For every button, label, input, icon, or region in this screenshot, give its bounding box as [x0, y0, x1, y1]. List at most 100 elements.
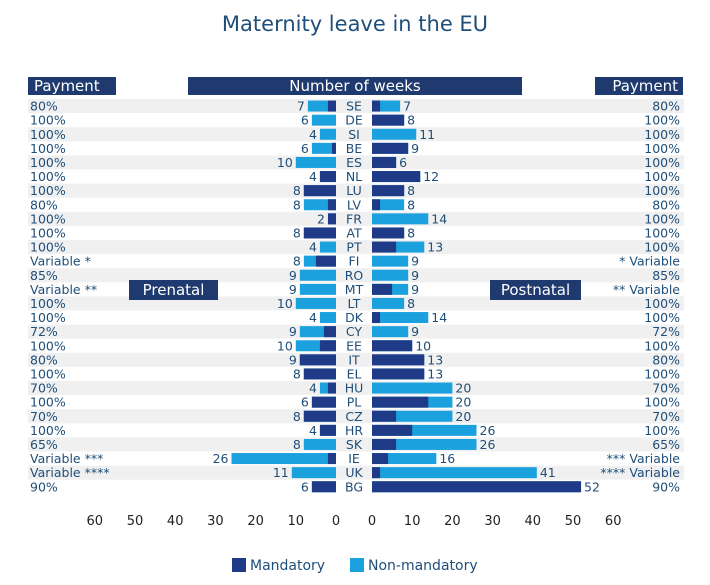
prenatal-mandatory-bar-bg: [311, 481, 336, 493]
payment-right-lu: 100%: [644, 183, 680, 198]
postnatal-value-ie: 16: [439, 451, 455, 466]
postnatal-bar-fi: [372, 255, 409, 267]
country-label-de: DE: [345, 113, 363, 128]
country-label-nl: NL: [346, 169, 362, 184]
postnatal-mandatory-bar-hr: [372, 424, 413, 436]
payment-right-de: 100%: [644, 113, 680, 128]
country-label-it: IT: [348, 352, 360, 367]
postnatal-value-de: 8: [407, 113, 415, 128]
prenatal-value-sk: 8: [293, 437, 301, 452]
prenatal-mandatory-bar-fr: [327, 213, 336, 225]
payment-left-cy: 72%: [30, 324, 58, 339]
postnatal-bar-cz: [372, 410, 453, 422]
country-label-ie: IE: [348, 451, 360, 466]
prenatal-mandatory-bar-fi: [315, 255, 336, 267]
tick-left-0: 0: [332, 514, 340, 529]
postnatal-bar-ro: [372, 269, 409, 281]
payment-left-dk: 100%: [30, 310, 66, 325]
payment-left-pl: 100%: [30, 395, 66, 410]
postnatal-mandatory-bar-se: [372, 100, 381, 112]
postnatal-mandatory-bar-el: [372, 368, 425, 380]
postnatal-mandatory-bar-es: [372, 156, 397, 168]
row-stripe: [28, 183, 684, 198]
prenatal-bar-es: [295, 156, 336, 168]
postnatal-value-pt: 13: [427, 240, 443, 255]
payment-left-lu: 100%: [30, 183, 66, 198]
payment-left-at: 100%: [30, 225, 66, 240]
postnatal-mandatory-bar-lv: [372, 199, 381, 211]
postnatal-bar-sk: [372, 438, 477, 450]
prenatal-value-fi: 8: [293, 254, 301, 269]
prenatal-label: Prenatal: [143, 281, 205, 299]
prenatal-bar-se: [307, 100, 336, 112]
prenatal-value-el: 8: [293, 366, 301, 381]
payment-right-el: 100%: [644, 366, 680, 381]
prenatal-value-lv: 8: [293, 197, 301, 212]
prenatal-value-se: 7: [297, 99, 305, 114]
postnatal-value-cz: 20: [455, 409, 471, 424]
prenatal-mandatory-bar-el: [303, 368, 336, 380]
prenatal-value-ee: 10: [277, 338, 293, 353]
payment-left-uk: Variable ****: [30, 465, 110, 480]
postnatal-value-es: 6: [399, 155, 407, 170]
row-stripe: [28, 99, 684, 114]
postnatal-value-bg: 52: [584, 479, 600, 494]
prenatal-mandatory-bar-be: [331, 142, 336, 154]
prenatal-bar-pt: [319, 241, 336, 253]
payment-left-es: 100%: [30, 155, 66, 170]
payment-right-fr: 100%: [644, 211, 680, 226]
prenatal-label-bg: [129, 280, 218, 300]
postnatal-bar-hu: [372, 382, 453, 394]
prenatal-mandatory-bar-pl: [311, 396, 336, 408]
postnatal-mandatory-bar-cz: [372, 410, 397, 422]
prenatal-bar-lt: [295, 297, 336, 309]
country-label-ro: RO: [345, 268, 364, 283]
postnatal-bar-ie: [372, 453, 437, 465]
payment-left-si: 100%: [30, 127, 66, 142]
country-label-el: EL: [347, 366, 362, 381]
payment-right-uk: **** Variable: [600, 465, 680, 480]
postnatal-bar-si: [372, 128, 417, 140]
payment-left-sk: 65%: [30, 437, 58, 452]
country-label-cz: CZ: [345, 409, 362, 424]
payment-right-ie: *** Variable: [607, 451, 681, 466]
prenatal-value-it: 9: [289, 352, 297, 367]
prenatal-value-lu: 8: [293, 183, 301, 198]
legend-mandatory: Mandatory: [250, 558, 325, 574]
prenatal-mandatory-bar-lv: [327, 199, 336, 211]
postnatal-value-sk: 26: [480, 437, 496, 452]
payment-right-mt: ** Variable: [613, 282, 680, 297]
prenatal-value-dk: 4: [309, 310, 317, 325]
country-label-hr: HR: [345, 423, 363, 438]
prenatal-mandatory-bar-cy: [323, 326, 336, 338]
country-label-bg: BG: [345, 479, 363, 494]
prenatal-bar-ro: [299, 269, 336, 281]
prenatal-value-si: 4: [309, 127, 317, 142]
payment-left-cz: 70%: [30, 409, 58, 424]
prenatal-value-at: 8: [293, 225, 301, 240]
row-stripe: [28, 381, 684, 396]
postnatal-value-be: 9: [411, 141, 419, 156]
postnatal-mandatory-bar-uk: [372, 467, 381, 479]
country-label-hu: HU: [345, 381, 364, 396]
postnatal-value-se: 7: [403, 99, 411, 114]
prenatal-mandatory-bar-it: [299, 354, 336, 366]
postnatal-value-mt: 9: [411, 282, 419, 297]
row-stripe: [28, 324, 684, 339]
row-stripe: [28, 211, 684, 226]
tick-left-60: 60: [87, 514, 104, 529]
prenatal-mandatory-bar-cz: [303, 410, 336, 422]
postnatal-mandatory-bar-mt: [372, 283, 393, 295]
postnatal-mandatory-bar-dk: [372, 312, 381, 324]
prenatal-bar-si: [319, 128, 336, 140]
prenatal-bar-cy: [299, 326, 336, 338]
payment-right-es: 100%: [644, 155, 680, 170]
prenatal-value-ie: 26: [213, 451, 229, 466]
tick-right-50: 50: [565, 514, 582, 529]
prenatal-mandatory-bar-at: [303, 227, 336, 239]
country-label-be: BE: [346, 141, 363, 156]
postnatal-mandatory-bar-it: [372, 354, 425, 366]
tick-left-20: 20: [247, 514, 264, 529]
prenatal-value-es: 10: [277, 155, 293, 170]
